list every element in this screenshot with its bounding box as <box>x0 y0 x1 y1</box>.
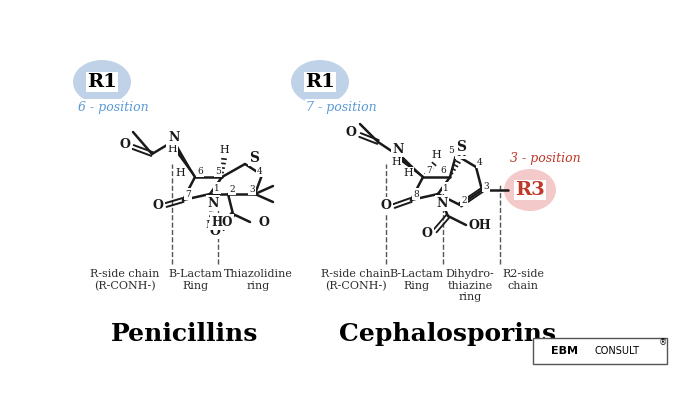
Text: O: O <box>422 227 432 239</box>
Text: R3: R3 <box>515 181 545 199</box>
Text: 8: 8 <box>413 190 419 199</box>
Text: H: H <box>219 145 229 155</box>
Text: B-Lactam
Ring: B-Lactam Ring <box>389 269 443 290</box>
Text: O: O <box>259 215 270 229</box>
Ellipse shape <box>73 60 131 104</box>
Text: 7: 7 <box>185 190 191 199</box>
Text: 7 - position: 7 - position <box>306 101 377 113</box>
Text: O: O <box>120 138 131 150</box>
Polygon shape <box>394 152 423 177</box>
Text: 5: 5 <box>215 166 221 176</box>
Text: Dihydro-
thiazine
ring: Dihydro- thiazine ring <box>445 269 494 302</box>
Polygon shape <box>170 140 195 177</box>
Text: H: H <box>175 168 185 178</box>
Ellipse shape <box>291 60 349 104</box>
Text: N: N <box>207 197 219 209</box>
Text: H: H <box>205 220 215 230</box>
Text: N: N <box>392 143 404 155</box>
Text: 6: 6 <box>197 166 203 176</box>
Text: 4: 4 <box>257 166 263 176</box>
Text: CONSULT: CONSULT <box>594 346 639 356</box>
Text: H: H <box>391 157 401 167</box>
Text: 2: 2 <box>229 185 235 194</box>
Text: 3: 3 <box>250 185 255 194</box>
Text: 7: 7 <box>426 166 432 175</box>
Text: OH: OH <box>468 218 491 232</box>
Text: Penicillins: Penicillins <box>111 322 259 346</box>
Text: 6: 6 <box>440 166 446 175</box>
Text: 1: 1 <box>214 183 220 192</box>
Text: H: H <box>456 148 466 158</box>
Text: R2-side
chain: R2-side chain <box>502 269 544 290</box>
Text: R1: R1 <box>305 73 335 91</box>
Text: 3: 3 <box>483 182 489 190</box>
Text: H: H <box>403 168 413 178</box>
Text: HO: HO <box>211 215 233 229</box>
Text: R-side chain
(R-CONH-): R-side chain (R-CONH-) <box>90 269 160 291</box>
Text: N: N <box>436 197 448 209</box>
Text: 3 - position: 3 - position <box>510 152 580 164</box>
Text: EBM: EBM <box>552 346 578 356</box>
Text: 1: 1 <box>443 183 449 192</box>
Text: 6 - position: 6 - position <box>78 101 149 113</box>
Text: O: O <box>381 199 391 211</box>
Text: O: O <box>210 225 220 237</box>
Text: H: H <box>167 144 177 154</box>
Text: O: O <box>345 126 357 138</box>
Text: O: O <box>153 199 163 211</box>
Text: 5: 5 <box>448 145 454 154</box>
Text: R1: R1 <box>87 73 117 91</box>
Text: Cephalosporins: Cephalosporins <box>339 322 557 346</box>
FancyBboxPatch shape <box>533 338 667 364</box>
Text: H: H <box>431 150 441 160</box>
Text: 2: 2 <box>461 196 467 204</box>
Text: S: S <box>249 151 259 165</box>
Text: B-Lactam
Ring: B-Lactam Ring <box>168 269 222 290</box>
Text: ®: ® <box>659 339 667 347</box>
Text: N: N <box>168 131 180 143</box>
Text: S: S <box>456 140 466 154</box>
Text: Thiazolidine
ring: Thiazolidine ring <box>224 269 293 290</box>
Text: 4: 4 <box>477 157 483 166</box>
Text: R-side chain
(R-CONH-): R-side chain (R-CONH-) <box>321 269 391 291</box>
Ellipse shape <box>504 169 556 211</box>
